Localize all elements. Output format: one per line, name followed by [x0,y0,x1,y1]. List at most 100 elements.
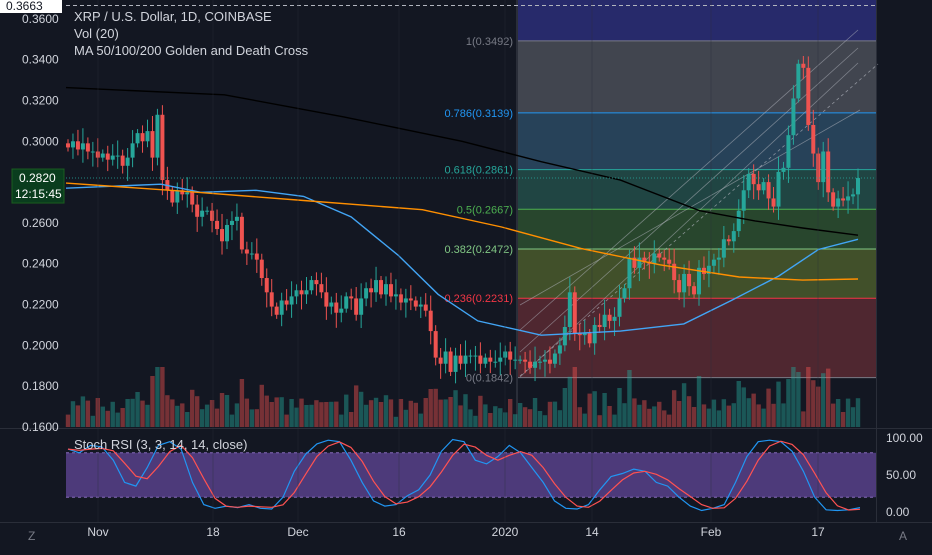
candle-body [125,157,130,166]
price-axis-tick-label: 0.2000 [22,338,59,352]
volume-bar [488,413,493,427]
volume-bar [671,390,677,427]
volume-bar [701,404,707,427]
volume-bar [572,367,577,427]
volume-bar [95,398,101,427]
volume-bar [552,401,558,427]
candle-body [731,231,736,242]
candle-body [428,310,433,332]
volume-bar [209,400,215,427]
candle-body [249,253,254,255]
candle-body [408,298,413,301]
volume-bar [438,399,443,427]
candle-body [672,263,677,281]
time-axis-tick-label: Feb [701,525,722,539]
candle-body [150,131,155,158]
volume-bar [587,393,592,427]
candle-body [667,259,672,264]
volume-bar [428,389,433,427]
volume-bar [627,370,632,427]
moving-average-indicator-label[interactable]: MA 50/100/200 Golden and Death Cross [74,43,309,58]
candle-body [264,278,269,293]
candle-body [215,220,220,230]
timezone-button[interactable]: Z [28,528,35,545]
candle-body [677,280,682,293]
volume-bar [493,406,498,427]
volume-bar [80,396,86,427]
candle-body [354,298,359,315]
volume-bar [398,399,404,427]
volume-bar [199,409,205,427]
volume-bar [567,376,573,427]
candle-body [726,239,731,242]
candle-body [821,151,826,183]
candle-body [796,63,801,99]
candle-body [706,265,711,274]
symbol-title[interactable]: XRP / U.S. Dollar, 1D, COINBASE [74,9,272,24]
volume-bar [696,376,702,427]
volume-bar [244,398,250,427]
candle-body [612,316,617,321]
candle-body [185,192,190,195]
candle-body [75,141,80,150]
candle-body [498,357,503,362]
stoch-k-line [67,438,861,512]
volume-bar [294,407,299,427]
candle-body [766,182,771,199]
time-axis-tick-label: 16 [392,525,406,539]
volume-bar [254,409,260,427]
volume-bar [612,414,617,427]
candle-body [597,324,602,328]
fib-zone [518,298,876,378]
candle-body [662,257,667,260]
candle-body [200,210,205,217]
candle-body [205,210,210,212]
volume-bar [821,373,826,427]
candle-body [85,143,90,152]
candle-body [304,290,309,295]
volume-bar [75,405,81,427]
volume-bar [165,395,170,427]
candle-body [364,288,369,299]
candle-body [542,359,547,362]
stoch-rsi-legend[interactable]: Stoch RSI (3, 3, 14, 14, close) [74,436,247,453]
fib-level-label: 0.5(0.2667) [457,204,513,216]
volume-bar [597,415,602,427]
volume-bar [314,400,319,427]
candle-body [811,124,816,154]
volume-bar [175,405,180,427]
candle-body [791,98,796,136]
candle-body [582,333,587,336]
candle-body [324,292,329,307]
candle-body [711,259,716,266]
volume-bar [761,408,766,427]
volume-bar [204,404,210,427]
candle-body [493,361,498,363]
volume-indicator-label[interactable]: Vol (20) [74,26,119,41]
volume-bar [751,393,756,427]
candle-body [239,216,244,250]
volume-bar [602,393,607,427]
candle-body [816,153,821,183]
price-axis-tick-label: 0.3000 [22,134,59,148]
candle-body [652,253,657,264]
volume-bar [791,367,796,427]
fib-zone [518,40,876,113]
candle-body [741,190,746,211]
candle-body [637,257,642,268]
volume-bar [418,413,423,427]
candle-body [334,302,339,313]
volume-bar [473,415,478,427]
volume-bar [483,404,488,427]
volume-bar [125,399,130,427]
ma50-line [65,183,859,336]
candle-body [756,184,761,191]
volume-bar [140,400,145,427]
auto-scale-button[interactable]: A [899,528,907,545]
candle-body [448,351,453,372]
volume-bar [120,408,125,427]
candle-body [438,357,443,364]
candle-body [398,294,403,303]
stoch-d-line [67,440,861,511]
